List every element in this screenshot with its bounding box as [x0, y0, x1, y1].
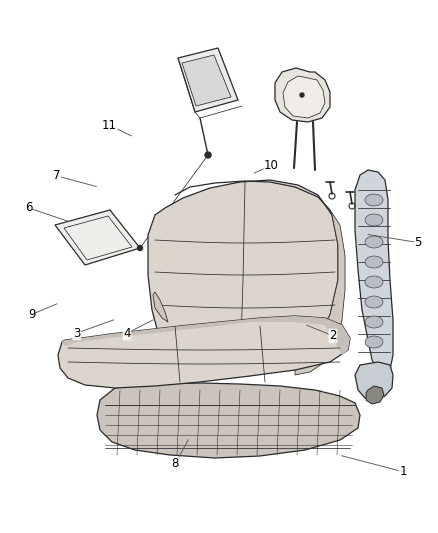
Circle shape — [300, 93, 304, 97]
Text: 5: 5 — [415, 236, 422, 249]
Ellipse shape — [365, 296, 383, 308]
Polygon shape — [275, 68, 330, 122]
Polygon shape — [366, 386, 384, 404]
Text: 8: 8 — [172, 457, 179, 470]
Polygon shape — [178, 48, 238, 112]
Text: 1: 1 — [399, 465, 407, 478]
Text: 9: 9 — [28, 308, 35, 321]
Polygon shape — [153, 292, 168, 322]
Polygon shape — [295, 210, 345, 375]
Polygon shape — [355, 362, 393, 400]
Polygon shape — [97, 383, 360, 458]
Polygon shape — [355, 170, 393, 375]
Ellipse shape — [365, 336, 383, 348]
Circle shape — [205, 152, 211, 158]
Polygon shape — [182, 55, 231, 106]
Ellipse shape — [365, 236, 383, 248]
Polygon shape — [148, 180, 338, 375]
Text: 11: 11 — [102, 119, 117, 132]
Text: 2: 2 — [329, 329, 337, 342]
Polygon shape — [62, 316, 350, 355]
Ellipse shape — [365, 194, 383, 206]
Text: 10: 10 — [264, 159, 279, 172]
Polygon shape — [58, 316, 350, 388]
Circle shape — [138, 246, 142, 251]
Ellipse shape — [365, 316, 383, 328]
Text: 6: 6 — [25, 201, 32, 214]
Polygon shape — [55, 210, 140, 265]
Ellipse shape — [365, 256, 383, 268]
Text: 3: 3 — [73, 327, 80, 340]
Polygon shape — [283, 76, 325, 118]
Text: 7: 7 — [53, 169, 61, 182]
Text: 4: 4 — [123, 327, 131, 340]
Ellipse shape — [365, 214, 383, 226]
Ellipse shape — [365, 276, 383, 288]
